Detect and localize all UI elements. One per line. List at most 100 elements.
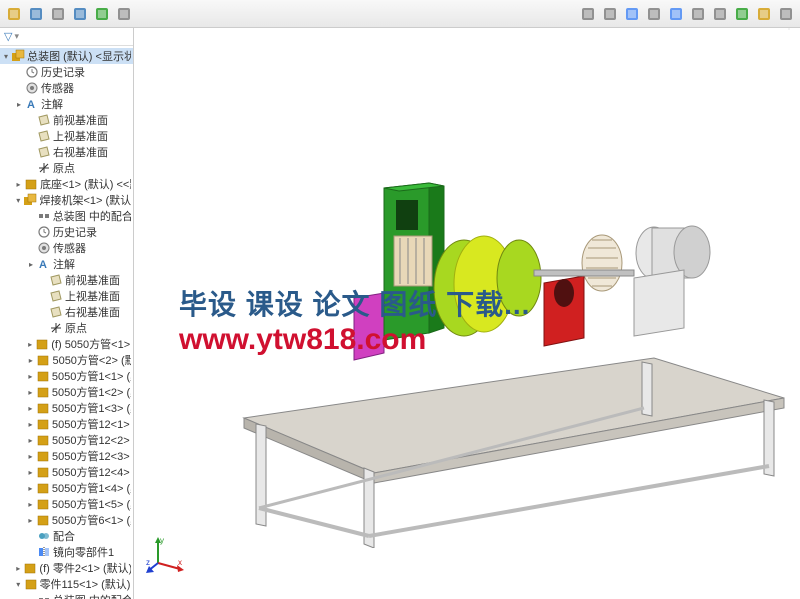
tree-expander-icon[interactable]: ▸ — [26, 451, 35, 461]
tree-expander-icon[interactable]: ▸ — [26, 403, 35, 413]
graphics-viewport[interactable]: 毕设 课设 论文 图纸 下载... www.ytw818.com y x z — [134, 28, 800, 599]
tree-5050-12-1[interactable]: ▸ 5050方管12<1> () — [0, 416, 133, 432]
tree-expander-icon[interactable] — [26, 243, 36, 253]
tree-part-icon — [24, 577, 38, 591]
tree-5050-1-5[interactable]: ▸5050方管1<5> (默 — [0, 496, 133, 512]
tree-expander-icon[interactable]: ▸ — [26, 371, 35, 381]
tree-part115-1[interactable]: ▾零件115<1> (默认) << — [0, 576, 133, 592]
tree-5050-1-4[interactable]: ▸5050方管1<4> (默 — [0, 480, 133, 496]
tree-expander-icon[interactable]: ▸ — [26, 387, 35, 397]
orientation-triad[interactable]: y x z — [146, 535, 186, 575]
zoom-area-icon[interactable] — [600, 4, 620, 24]
tree-expander-icon[interactable] — [38, 275, 48, 285]
zoom-to-fit-icon[interactable] — [578, 4, 598, 24]
tree-expander-icon[interactable]: ▸ — [26, 259, 36, 269]
tree-filter-bar[interactable]: ▽ ▾ — [0, 28, 133, 46]
tree-part2-1[interactable]: ▸(f) 零件2<1> (默认) << — [0, 560, 133, 576]
tree-expander-icon[interactable] — [26, 147, 36, 157]
tree-expander-icon[interactable]: ▸ — [26, 419, 35, 429]
tree-front-plane-2[interactable]: 前视基准面 — [0, 272, 133, 288]
svg-text:z: z — [146, 558, 150, 567]
tree-expander-icon[interactable] — [38, 307, 48, 317]
tree-right-plane[interactable]: 右视基准面 — [0, 144, 133, 160]
display-manager-icon[interactable] — [92, 4, 112, 24]
tree-expander-icon[interactable]: ▸ — [14, 563, 22, 573]
magnify-icon[interactable] — [622, 4, 642, 24]
tree-sensors[interactable]: 传感器 — [0, 80, 133, 96]
tree-5050-1[interactable]: ▸(f) 5050方管<1> (默 — [0, 336, 133, 352]
tree-expander-icon[interactable] — [26, 131, 36, 141]
tree-expander-icon[interactable] — [26, 547, 36, 557]
resize-icon[interactable] — [114, 4, 134, 24]
scene-icon[interactable] — [754, 4, 774, 24]
tree-expander-icon[interactable] — [38, 323, 48, 333]
tree-expander-icon[interactable]: ▸ — [26, 483, 35, 493]
tree-expander-icon[interactable] — [26, 211, 36, 221]
tree-item-label: 5050方管1<2> (默 — [52, 384, 131, 400]
tree-front-plane[interactable]: 前视基准面 — [0, 112, 133, 128]
config-manager-icon[interactable] — [70, 4, 90, 24]
tree-expander-icon[interactable]: ▸ — [14, 179, 23, 189]
tree-mirror-1[interactable]: 镜向零部件1 — [0, 544, 133, 560]
tree-expander-icon[interactable]: ▾ — [14, 579, 23, 589]
feature-manager-icon[interactable] — [26, 4, 46, 24]
tree-expander-icon[interactable] — [26, 163, 36, 173]
tree-5050-1-1[interactable]: ▸5050方管1<1> (默 — [0, 368, 133, 384]
tree-annotations[interactable]: ▸A注解 — [0, 96, 133, 112]
filter-icon[interactable]: ▽ — [4, 30, 12, 43]
tree-sensors-2[interactable]: 传感器 — [0, 240, 133, 256]
tree-expander-icon[interactable] — [26, 531, 36, 541]
hide-show-icon[interactable] — [710, 4, 730, 24]
tree-5050-6-1[interactable]: ▸5050方管6<1> (默 — [0, 512, 133, 528]
tree-expander-icon[interactable]: ▸ — [26, 355, 35, 365]
tree-expander-icon[interactable]: ▸ — [26, 467, 35, 477]
tree-item-label: 前视基准面 — [65, 272, 120, 288]
tree-5050-12-2[interactable]: ▸5050方管12<2> () — [0, 432, 133, 448]
tree-root-assembly[interactable]: ▾总装图 (默认) <显示状态-1 — [0, 48, 133, 64]
section-view-icon[interactable] — [644, 4, 664, 24]
view-orientation-icon[interactable] — [666, 4, 686, 24]
tree-weldframe-1[interactable]: ▾焊接机架<1> (默认) <[ — [0, 192, 133, 208]
tree-history[interactable]: 历史记录 — [0, 64, 133, 80]
tree-mates-folder[interactable]: 配合 — [0, 528, 133, 544]
tree-expander-icon[interactable]: ▸ — [14, 99, 24, 109]
tree-origin-2[interactable]: 原点 — [0, 320, 133, 336]
settings-icon[interactable] — [776, 4, 796, 24]
tree-part-icon — [36, 481, 50, 495]
tree-5050-12-4[interactable]: ▸5050方管12<4> () — [0, 464, 133, 480]
tree-5050-1-2[interactable]: ▸ 5050方管1<2> (默 — [0, 384, 133, 400]
tree-expander-icon[interactable] — [38, 291, 48, 301]
tree-top-plane-2[interactable]: 上视基准面 — [0, 288, 133, 304]
tree-expander-icon[interactable]: ▾ — [2, 51, 10, 61]
display-style-icon[interactable] — [688, 4, 708, 24]
tree-expander-icon[interactable]: ▸ — [26, 515, 35, 525]
tree-expander-icon[interactable] — [14, 83, 24, 93]
tree-mates-in-asm-2[interactable]: 总装图 中的配合 — [0, 592, 133, 599]
tree-history-2[interactable]: 历史记录 — [0, 224, 133, 240]
feature-tree[interactable]: ▾总装图 (默认) <显示状态-1历史记录传感器▸A注解前视基准面上视基准面右视… — [0, 46, 133, 599]
tree-annotations-2[interactable]: ▸A注解 — [0, 256, 133, 272]
tree-expander-icon[interactable] — [14, 67, 24, 77]
tree-expander-icon[interactable]: ▸ — [26, 339, 34, 349]
feature-tree-panel[interactable]: ▽ ▾ ▾总装图 (默认) <显示状态-1历史记录传感器▸A注解前视基准面上视基… — [0, 28, 134, 599]
tree-base-1[interactable]: ▸底座<1> (默认) <<默 — [0, 176, 133, 192]
tree-item-label: 总装图 中的配合 — [53, 592, 131, 599]
tree-part-icon — [36, 417, 50, 431]
tree-5050-1-3[interactable]: ▸5050方管1<3> (默 — [0, 400, 133, 416]
tree-mates-in-asm[interactable]: 总装图 中的配合 — [0, 208, 133, 224]
tree-expander-icon[interactable]: ▸ — [26, 499, 35, 509]
tree-expander-icon[interactable] — [26, 227, 36, 237]
tree-expander-icon[interactable]: ▾ — [14, 195, 22, 205]
tree-5050-12-3[interactable]: ▸5050方管12<3> () — [0, 448, 133, 464]
tree-expander-icon[interactable]: ▸ — [26, 435, 35, 445]
assembly-icon[interactable] — [4, 4, 24, 24]
tree-5050-2[interactable]: ▸5050方管<2> (默 — [0, 352, 133, 368]
tree-expander-icon[interactable] — [26, 595, 36, 599]
tree-origin[interactable]: 原点 — [0, 160, 133, 176]
tree-right-plane-2[interactable]: 右视基准面 — [0, 304, 133, 320]
tree-top-plane[interactable]: 上视基准面 — [0, 128, 133, 144]
property-manager-icon[interactable] — [48, 4, 68, 24]
tree-item-label: 5050方管12<1> () — [52, 416, 131, 432]
appearance-icon[interactable] — [732, 4, 752, 24]
tree-expander-icon[interactable] — [26, 115, 36, 125]
